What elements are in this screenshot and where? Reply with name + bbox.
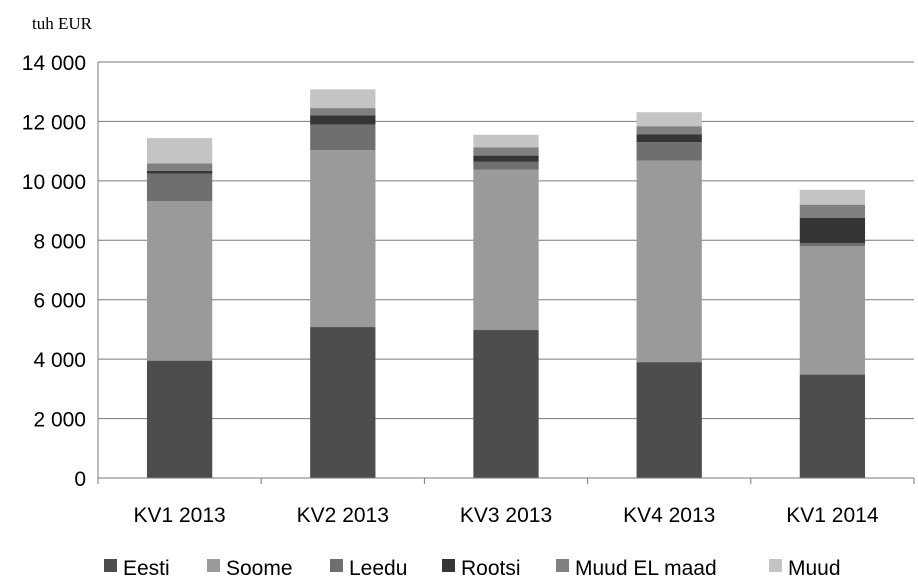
x-tick-label: KV4 2013 xyxy=(623,504,715,527)
bar-leedu-kv3-2013 xyxy=(473,161,539,170)
bar-muud-kv1-2014 xyxy=(799,189,866,205)
bar-soome-kv2-2013 xyxy=(310,150,376,328)
legend: Eesti Soome Leedu Rootsi Muud EL maad Muud xyxy=(104,557,841,577)
bar-rootsi-kv2-2013 xyxy=(310,115,376,125)
bar-eesti-kv3-2013 xyxy=(473,330,539,478)
x-tick-label: KV1 2013 xyxy=(133,504,225,527)
bar-muud-el-maad-kv3-2013 xyxy=(473,147,539,156)
legend-label-leedu: Leedu xyxy=(349,557,407,577)
bar-muud-kv4-2013 xyxy=(636,112,702,127)
bars xyxy=(146,89,866,478)
bar-leedu-kv4-2013 xyxy=(636,142,702,161)
legend-label-eesti: Eesti xyxy=(123,557,170,577)
bar-rootsi-kv3-2013 xyxy=(473,155,539,162)
y-tick-label: 8 000 xyxy=(33,230,86,253)
y-tick-label: 10 000 xyxy=(22,171,86,194)
y-tick-label: 12 000 xyxy=(22,111,86,134)
x-tick-label: KV1 2014 xyxy=(786,504,879,527)
bar-muud-el-maad-kv1-2013 xyxy=(146,163,213,171)
y-tick-label: 0 xyxy=(74,468,86,491)
bar-leedu-kv1-2013 xyxy=(146,173,213,202)
bar-rootsi-kv1-2014 xyxy=(799,217,866,244)
bar-leedu-kv2-2013 xyxy=(310,124,376,151)
bar-soome-kv1-2014 xyxy=(799,246,866,375)
bar-rootsi-kv4-2013 xyxy=(636,134,702,143)
unit-label: tuh EUR xyxy=(32,14,93,33)
y-tick-label: 4 000 xyxy=(33,349,86,372)
bar-soome-kv4-2013 xyxy=(636,160,702,363)
axes xyxy=(97,62,915,484)
y-tick-labels: 0 2 000 4 000 6 000 8 000 10 000 12 000 14 000 xyxy=(22,52,86,491)
bar-soome-kv3-2013 xyxy=(473,169,539,331)
legend-swatch-muud-el-maad xyxy=(556,559,569,572)
bar-muud-el-maad-kv2-2013 xyxy=(310,108,376,116)
bar-eesti-kv4-2013 xyxy=(636,362,702,478)
y-tick-label: 6 000 xyxy=(33,290,86,313)
bar-muud-kv3-2013 xyxy=(473,134,539,148)
bar-eesti-kv1-2013 xyxy=(146,360,213,478)
x-tick-label: KV2 2013 xyxy=(297,504,389,527)
legend-swatch-leedu xyxy=(330,559,343,572)
x-tick-labels: KV1 2013 KV2 2013 KV3 2013 KV4 2013 KV1 2014 xyxy=(133,504,878,527)
legend-swatch-rootsi xyxy=(442,559,455,572)
legend-swatch-muud xyxy=(769,559,782,572)
legend-label-rootsi: Rootsi xyxy=(461,557,521,577)
legend-swatch-soome xyxy=(207,559,220,572)
y-tick-label: 2 000 xyxy=(33,409,86,432)
y-tick-label: 14 000 xyxy=(22,52,86,75)
bar-muud-kv2-2013 xyxy=(310,89,376,109)
bar-eesti-kv2-2013 xyxy=(310,327,376,478)
legend-label-muud: Muud xyxy=(788,557,841,577)
legend-label-muud-el-maad: Muud EL maad xyxy=(575,557,717,577)
bar-muud-kv1-2013 xyxy=(146,138,213,164)
legend-swatch-eesti xyxy=(104,559,117,572)
bar-leedu-kv1-2014 xyxy=(799,243,866,247)
legend-label-soome: Soome xyxy=(226,557,293,577)
bar-rootsi-kv1-2013 xyxy=(146,170,213,174)
bar-soome-kv1-2013 xyxy=(146,201,213,361)
bar-muud-el-maad-kv1-2014 xyxy=(799,204,866,218)
bar-muud-el-maad-kv4-2013 xyxy=(636,126,702,135)
x-tick-label: KV3 2013 xyxy=(460,504,552,527)
bar-eesti-kv1-2014 xyxy=(799,374,866,478)
